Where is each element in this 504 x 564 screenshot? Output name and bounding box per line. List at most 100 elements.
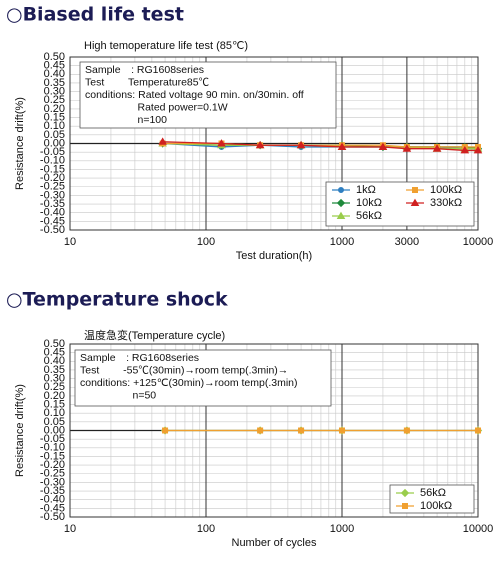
y-tick-label: 0.05	[44, 129, 65, 141]
marker	[401, 502, 408, 509]
legend-label: 330kΩ	[430, 197, 462, 209]
marker	[158, 137, 167, 145]
marker	[432, 144, 442, 152]
x-tick-label: 1000	[330, 523, 354, 535]
y-tick-label: -0.05	[40, 433, 65, 445]
annotation-line: Test Temperature85℃	[85, 76, 210, 88]
series-line	[162, 141, 478, 152]
marker	[336, 198, 346, 208]
y-tick-label: -0.45	[40, 215, 65, 227]
y-tick-label: -0.35	[40, 485, 65, 497]
y-tick-label: -0.20	[40, 172, 65, 184]
y-tick-label: 0.30	[44, 86, 65, 98]
marker	[411, 186, 418, 193]
y-tick-label: -0.10	[40, 442, 65, 454]
annotation-line: Sample : RG1608series	[85, 64, 204, 76]
y-axis-label: Resistance drift(%)	[14, 97, 26, 190]
annotation-box	[79, 61, 337, 129]
marker	[296, 140, 306, 149]
y-tick-label: -0.15	[40, 450, 65, 462]
annotation-line: n=50	[80, 389, 156, 401]
y-tick-label: -0.10	[40, 155, 65, 167]
y-tick-label: 0.25	[44, 381, 65, 393]
y-tick-label: -0.25	[40, 468, 65, 480]
x-axis-label: Number of cycles	[232, 537, 317, 549]
section-heading: ○Temperature shock	[6, 289, 228, 311]
y-tick-label: 0.40	[44, 68, 65, 80]
chart-title: 温度急変(Temperature cycle)	[84, 328, 225, 342]
y-tick-label: -0.50	[40, 511, 65, 523]
y-tick-label: -0.30	[40, 189, 65, 201]
y-tick-label: 0.45	[44, 60, 65, 72]
annotation-line: Rated power=0.1W	[85, 101, 228, 113]
legend-label: 100kΩ	[420, 500, 452, 512]
y-tick-label: 0.40	[44, 355, 65, 367]
legend-label: 10kΩ	[356, 197, 382, 209]
x-tick-label: 100	[197, 236, 215, 248]
x-tick-label: 10000	[463, 523, 494, 535]
y-tick-label: 0.10	[44, 407, 65, 419]
y-tick-label: -0.20	[40, 459, 65, 471]
y-tick-label: 0.00	[44, 137, 65, 149]
annotation-line: conditions: Rated voltage 90 min. on/30m…	[85, 89, 304, 101]
legend-label: 56kΩ	[420, 487, 446, 499]
marker	[460, 146, 470, 154]
plot-frame	[69, 56, 479, 231]
x-tick-label: 10000	[463, 236, 494, 248]
y-tick-label: 0.15	[44, 398, 65, 410]
marker	[337, 142, 347, 150]
marker	[403, 427, 410, 434]
y-tick-label: 0.50	[44, 51, 65, 63]
x-axis-label: Test duration(h)	[236, 250, 312, 262]
y-tick-label: 0.25	[44, 94, 65, 106]
annotation-line: conditions: +125℃(30min)→room temp(.3min…	[80, 377, 298, 389]
y-tick-label: -0.15	[40, 163, 65, 175]
legend-label: 1kΩ	[356, 184, 376, 196]
marker	[473, 146, 483, 154]
marker	[257, 427, 264, 434]
marker	[402, 144, 412, 152]
marker	[162, 427, 169, 434]
annotation-line: Test -55℃(30min)→room temp(.3min)→	[80, 364, 288, 376]
y-tick-label: -0.50	[40, 224, 65, 236]
x-tick-label: 10	[64, 523, 76, 535]
marker	[336, 211, 346, 220]
y-tick-label: -0.25	[40, 181, 65, 193]
y-tick-label: 0.35	[44, 77, 65, 89]
chart-title: High temoperature life test (85℃)	[84, 40, 248, 52]
marker	[217, 139, 226, 147]
x-tick-label: 10	[64, 236, 76, 248]
y-axis-label: Resistance drift(%)	[14, 384, 26, 477]
annotation-line: Sample : RG1608series	[80, 352, 199, 364]
marker	[338, 427, 345, 434]
y-tick-label: -0.35	[40, 198, 65, 210]
x-tick-label: 100	[197, 523, 215, 535]
legend-box	[325, 181, 475, 227]
y-tick-label: 0.20	[44, 390, 65, 402]
annotation-line: n=100	[85, 114, 167, 126]
marker	[298, 427, 305, 434]
marker	[410, 198, 420, 207]
y-tick-label: -0.30	[40, 476, 65, 488]
y-tick-label: 0.00	[44, 424, 65, 436]
x-tick-label: 3000	[395, 236, 419, 248]
y-tick-label: 0.10	[44, 120, 65, 132]
x-tick-label: 1000	[330, 236, 354, 248]
marker	[378, 142, 388, 150]
y-tick-label: 0.45	[44, 347, 65, 359]
y-tick-label: 0.35	[44, 364, 65, 376]
legend-label: 56kΩ	[356, 210, 382, 222]
annotation-box	[74, 349, 332, 407]
y-tick-label: -0.40	[40, 207, 65, 219]
section-heading: ○Biased life test	[6, 4, 184, 26]
marker	[400, 488, 410, 498]
marker	[474, 427, 481, 434]
legend-label: 100kΩ	[430, 184, 462, 196]
marker	[255, 140, 265, 149]
y-tick-label: 0.50	[44, 338, 65, 350]
y-tick-label: 0.15	[44, 111, 65, 123]
y-tick-label: -0.05	[40, 146, 65, 158]
y-tick-label: 0.20	[44, 103, 65, 115]
marker	[337, 186, 344, 193]
